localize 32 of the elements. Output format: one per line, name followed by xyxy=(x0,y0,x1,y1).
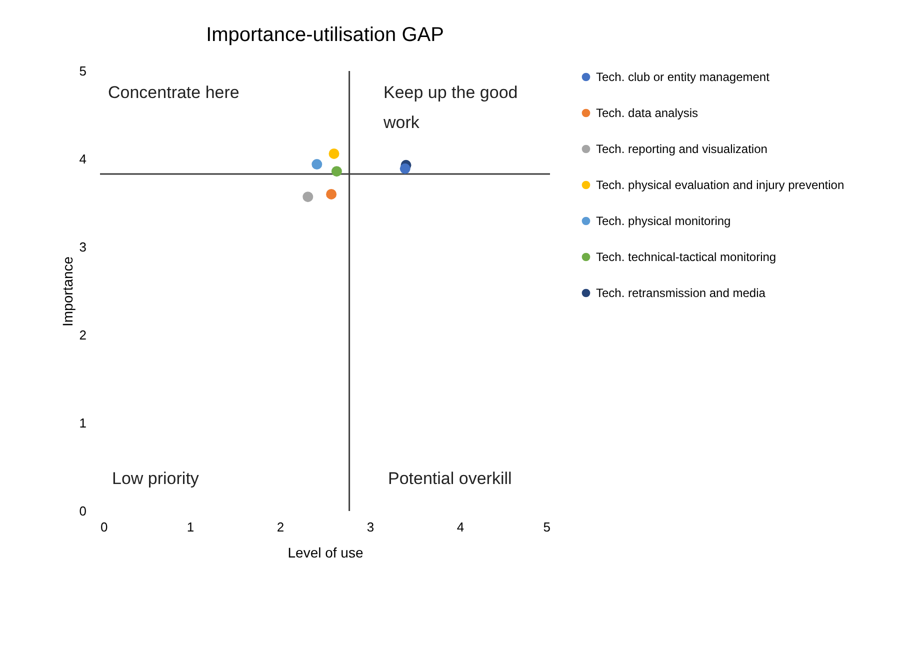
point xyxy=(331,166,342,177)
point xyxy=(328,148,340,159)
point xyxy=(312,159,322,170)
x-tick-label: 2 xyxy=(276,520,284,534)
y-tick-label: 2 xyxy=(79,328,86,342)
legend-label: Tech. reporting and visualization xyxy=(596,142,768,156)
legend-label: Tech. data analysis xyxy=(596,106,698,120)
annotation: Low priority xyxy=(112,469,200,488)
annotation: Concentrate here xyxy=(108,83,240,102)
x-tick-label: 4 xyxy=(456,520,464,534)
legend-label: Tech. physical monitoring xyxy=(596,214,731,228)
y-tick-label: 4 xyxy=(79,152,86,166)
point xyxy=(326,188,337,200)
x-tick-label: 3 xyxy=(366,520,374,534)
point xyxy=(400,163,410,174)
x-tick-label: 5 xyxy=(543,520,550,534)
y-tick-label: 3 xyxy=(79,240,86,254)
y-tick-label: 5 xyxy=(79,64,86,78)
y-tick-label: 1 xyxy=(79,416,86,430)
x-tick-label: 1 xyxy=(186,520,194,534)
chart-title: Importance-utilisation GAP xyxy=(206,24,444,46)
legend-label: Tech. physical evaluation and injury prevention xyxy=(596,178,844,192)
annotation: Potential overkill xyxy=(388,469,512,488)
y-tick-label: 0 xyxy=(79,504,86,518)
annotation: Keep up the good work xyxy=(382,83,518,132)
y-axis-title: Importance xyxy=(59,256,76,327)
legend-label: Tech. retransmission and media xyxy=(596,286,766,300)
legend-label: Tech. club or entity management xyxy=(596,70,770,84)
point xyxy=(302,192,314,202)
legend-label: Tech. technical-tactical monitoring xyxy=(596,250,776,264)
x-tick-label: 0 xyxy=(100,520,108,534)
x-axis-title: Level of use xyxy=(288,544,364,560)
